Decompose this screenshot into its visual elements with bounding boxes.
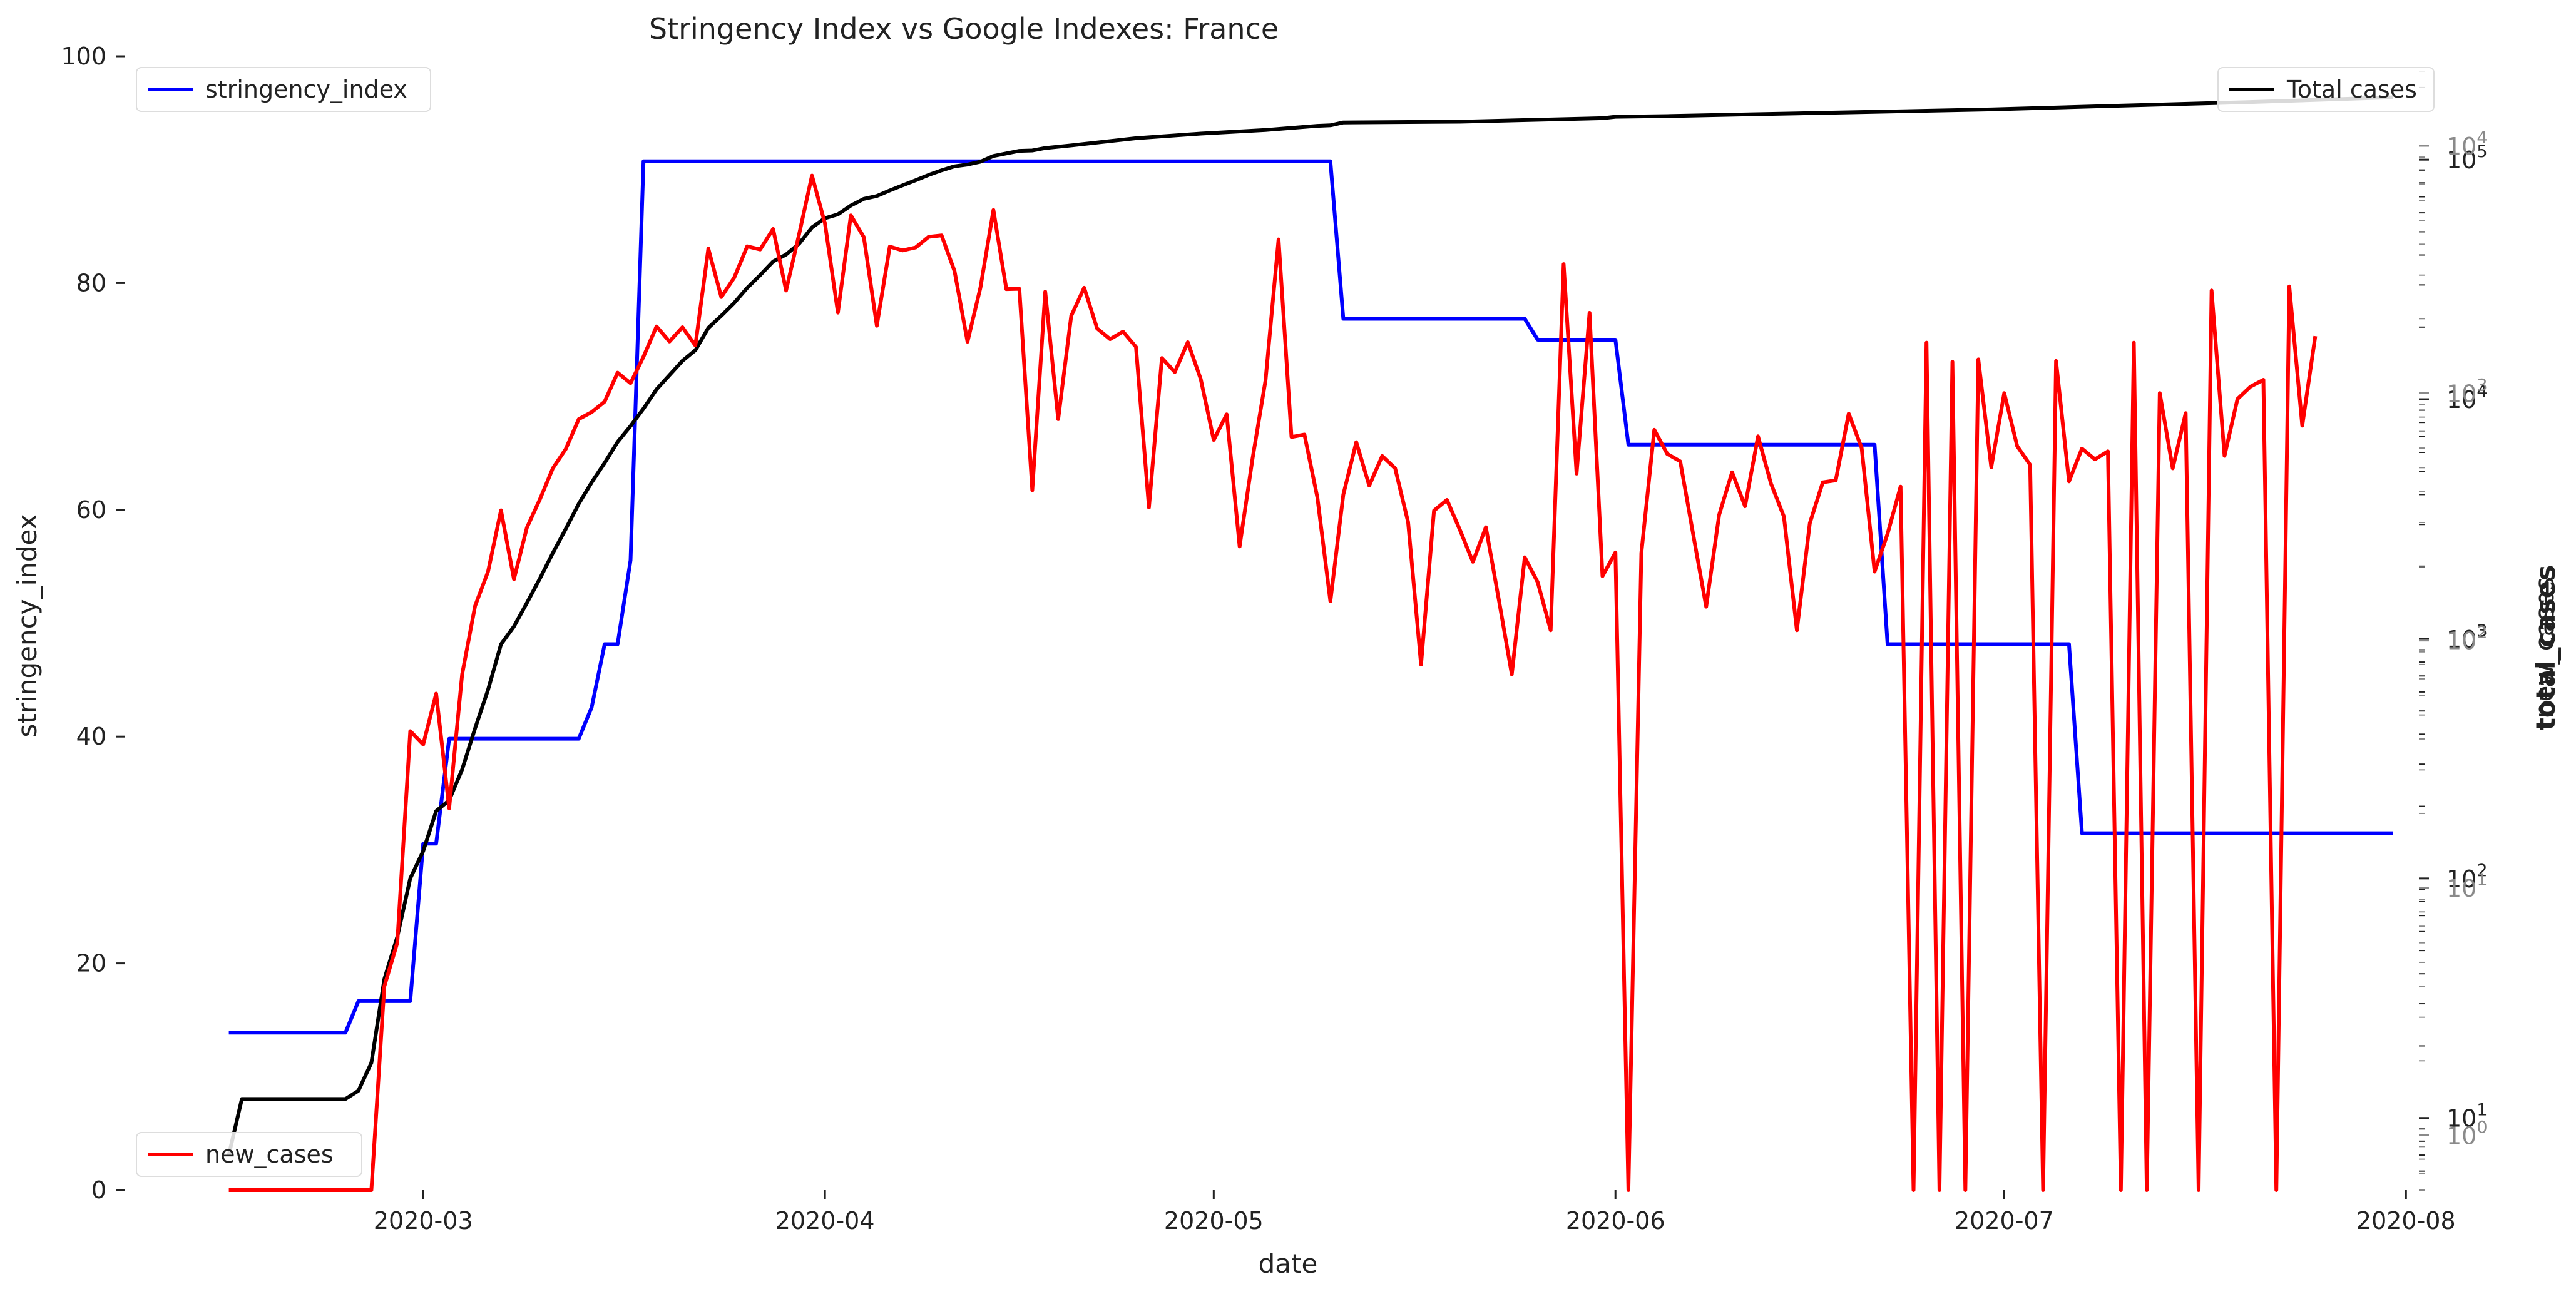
- y-axis-right-label-new-cases: new_cases: [2529, 577, 2560, 718]
- y-right-new-cases-tick-label: 102: [2446, 623, 2488, 655]
- chart-title: Stringency Index vs Google Indexes: Fran…: [649, 12, 1279, 46]
- legend-frame: [136, 1132, 362, 1177]
- legend-label: new_cases: [205, 1141, 334, 1168]
- x-tick-label: 2020-04: [775, 1207, 875, 1235]
- y-left-tick-label: 40: [76, 723, 106, 750]
- series-line-stringency-index: [228, 159, 2393, 1035]
- legend-frame: [136, 67, 431, 112]
- series-line-total-cases: [227, 95, 2393, 1156]
- y-left-tick-label: 0: [91, 1176, 106, 1204]
- legend-frame: [2217, 67, 2435, 112]
- legend-label: Total cases: [2286, 76, 2417, 103]
- chart-marks: [227, 95, 2393, 1192]
- y-right-new-cases-tick-label: 101: [2446, 870, 2488, 902]
- y-right-total-cases-tick-label: 105: [2446, 142, 2488, 174]
- y-right-new-cases-tick-label: 103: [2446, 375, 2488, 407]
- x-tick-label: 2020-07: [1955, 1207, 2054, 1235]
- chart-legends: stringency_index Total cases new_cases: [136, 67, 2435, 1177]
- x-axis-label: date: [1259, 1248, 1318, 1279]
- y-axis-right-label-total-cases: total_cases: [2530, 565, 2561, 730]
- y-left-tick-label: 60: [76, 496, 106, 524]
- legend-new-cases: new_cases: [136, 1132, 362, 1177]
- x-tick-label: 2020-06: [1566, 1207, 1665, 1235]
- legend-label: stringency_index: [205, 76, 407, 103]
- y-left-tick-label: 100: [61, 43, 106, 70]
- y-right-new-cases-tick-label: 100: [2446, 1118, 2488, 1149]
- y-axis-left-label: stringency_index: [12, 514, 43, 738]
- y-left-tick-label: 20: [76, 950, 106, 977]
- x-tick-label: 2020-05: [1164, 1207, 1264, 1235]
- legend-total-cases: Total cases: [2217, 67, 2435, 112]
- series-line-new-cases: [228, 173, 2318, 1192]
- legend-stringency-index: stringency_index: [136, 67, 431, 112]
- x-tick-label: 2020-03: [374, 1207, 473, 1235]
- chart-axes: 0 20 40 60 80 100 2020-03 2020-04 2020-05 2020-06…: [61, 43, 2487, 1235]
- y-left-tick-label: 80: [76, 269, 106, 297]
- x-tick-label: 2020-08: [2356, 1207, 2456, 1235]
